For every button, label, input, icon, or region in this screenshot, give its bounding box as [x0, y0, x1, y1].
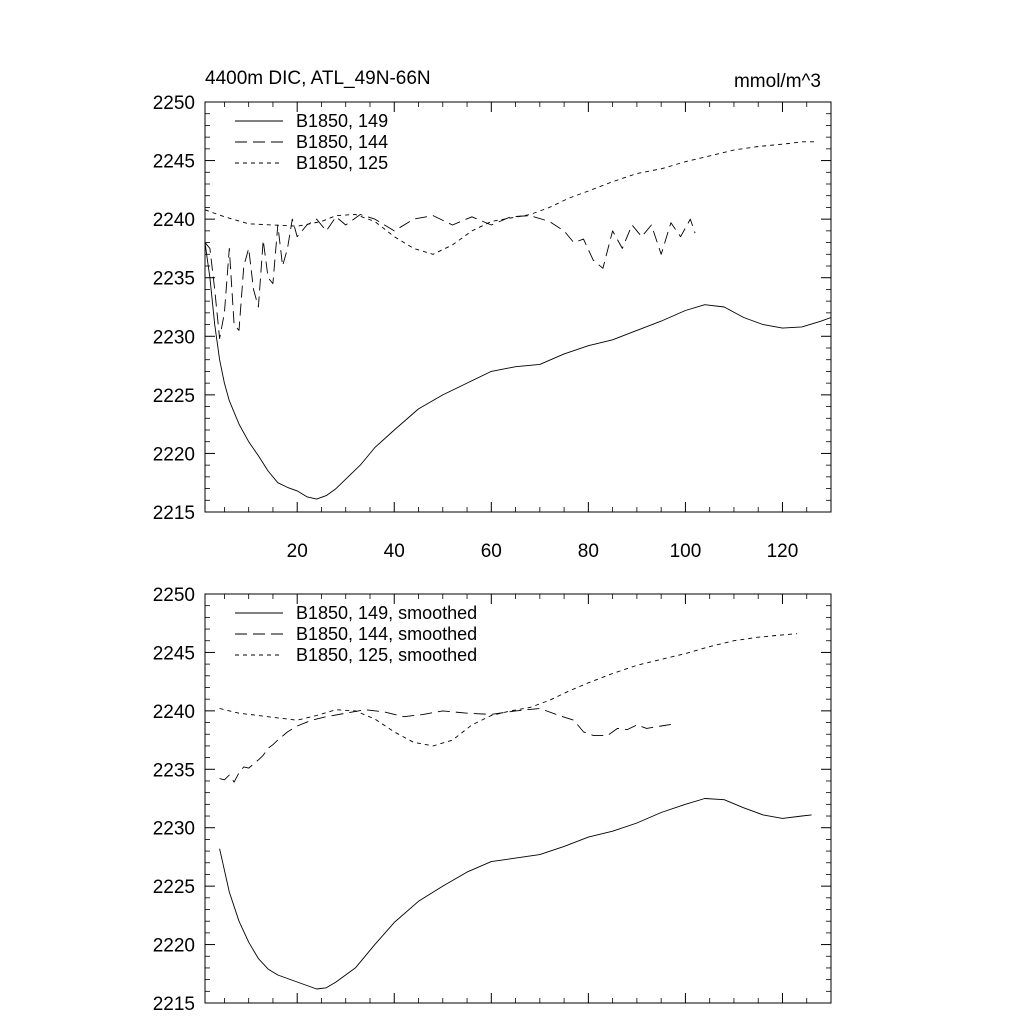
y-tick-label: 2245 — [153, 643, 195, 664]
y-tick-label: 2215 — [153, 994, 195, 1015]
x-tick-label: 20 — [287, 541, 308, 562]
y-tick-label: 2240 — [153, 210, 195, 231]
x-tick-label: 100 — [670, 541, 702, 562]
legend-label-1: B1850, 149 — [296, 111, 388, 131]
y-tick-label: 2215 — [153, 503, 195, 524]
x-tick-label: 80 — [578, 541, 599, 562]
y-tick-label: 2230 — [153, 819, 195, 840]
y-tick-label: 2245 — [153, 152, 195, 173]
legend-label-2: B1850, 144 — [296, 132, 388, 152]
series-line-2 — [204, 214, 696, 340]
y-tick-label: 2220 — [153, 444, 195, 465]
y-tick-label: 2235 — [153, 269, 195, 290]
chart-units: mmol/m^3 — [734, 71, 821, 92]
y-tick-label: 2250 — [153, 93, 195, 114]
y-tick-label: 2225 — [153, 386, 195, 407]
series-line-3 — [204, 141, 817, 255]
y-tick-label: 2220 — [153, 936, 195, 957]
plot-frame — [204, 101, 832, 513]
plot-frame — [204, 593, 832, 1004]
y-tick-label: 2240 — [153, 702, 195, 723]
legend-label-1: B1850, 149, smoothed — [296, 603, 477, 623]
legend-label-3: B1850, 125, smoothed — [296, 645, 477, 665]
y-tick-label: 2250 — [153, 585, 195, 606]
y-tick-label: 2230 — [153, 327, 195, 348]
chart-title: 4400m DIC, ATL_49N-66N — [205, 68, 431, 89]
series-line-1 — [219, 798, 812, 990]
x-tick-label: 120 — [767, 541, 799, 562]
y-tick-label: 2235 — [153, 760, 195, 781]
y-tick-label: 2225 — [153, 877, 195, 898]
legend-label-2: B1850, 144, smoothed — [296, 624, 477, 644]
series-line-1 — [204, 242, 832, 500]
panel-1: 2215 2220 2225 2230 2235 2240 2245 2250 20 40 60 80… — [153, 68, 832, 562]
series-line-3 — [219, 633, 798, 747]
legend-label-3: B1850, 125 — [296, 153, 388, 173]
x-tick-label: 40 — [384, 541, 405, 562]
panel-2: 2215 2220 2225 2230 2235 2240 2245 2250 B1850, 1… — [153, 585, 832, 1015]
series-line-2 — [219, 708, 676, 783]
x-tick-label: 60 — [481, 541, 502, 562]
